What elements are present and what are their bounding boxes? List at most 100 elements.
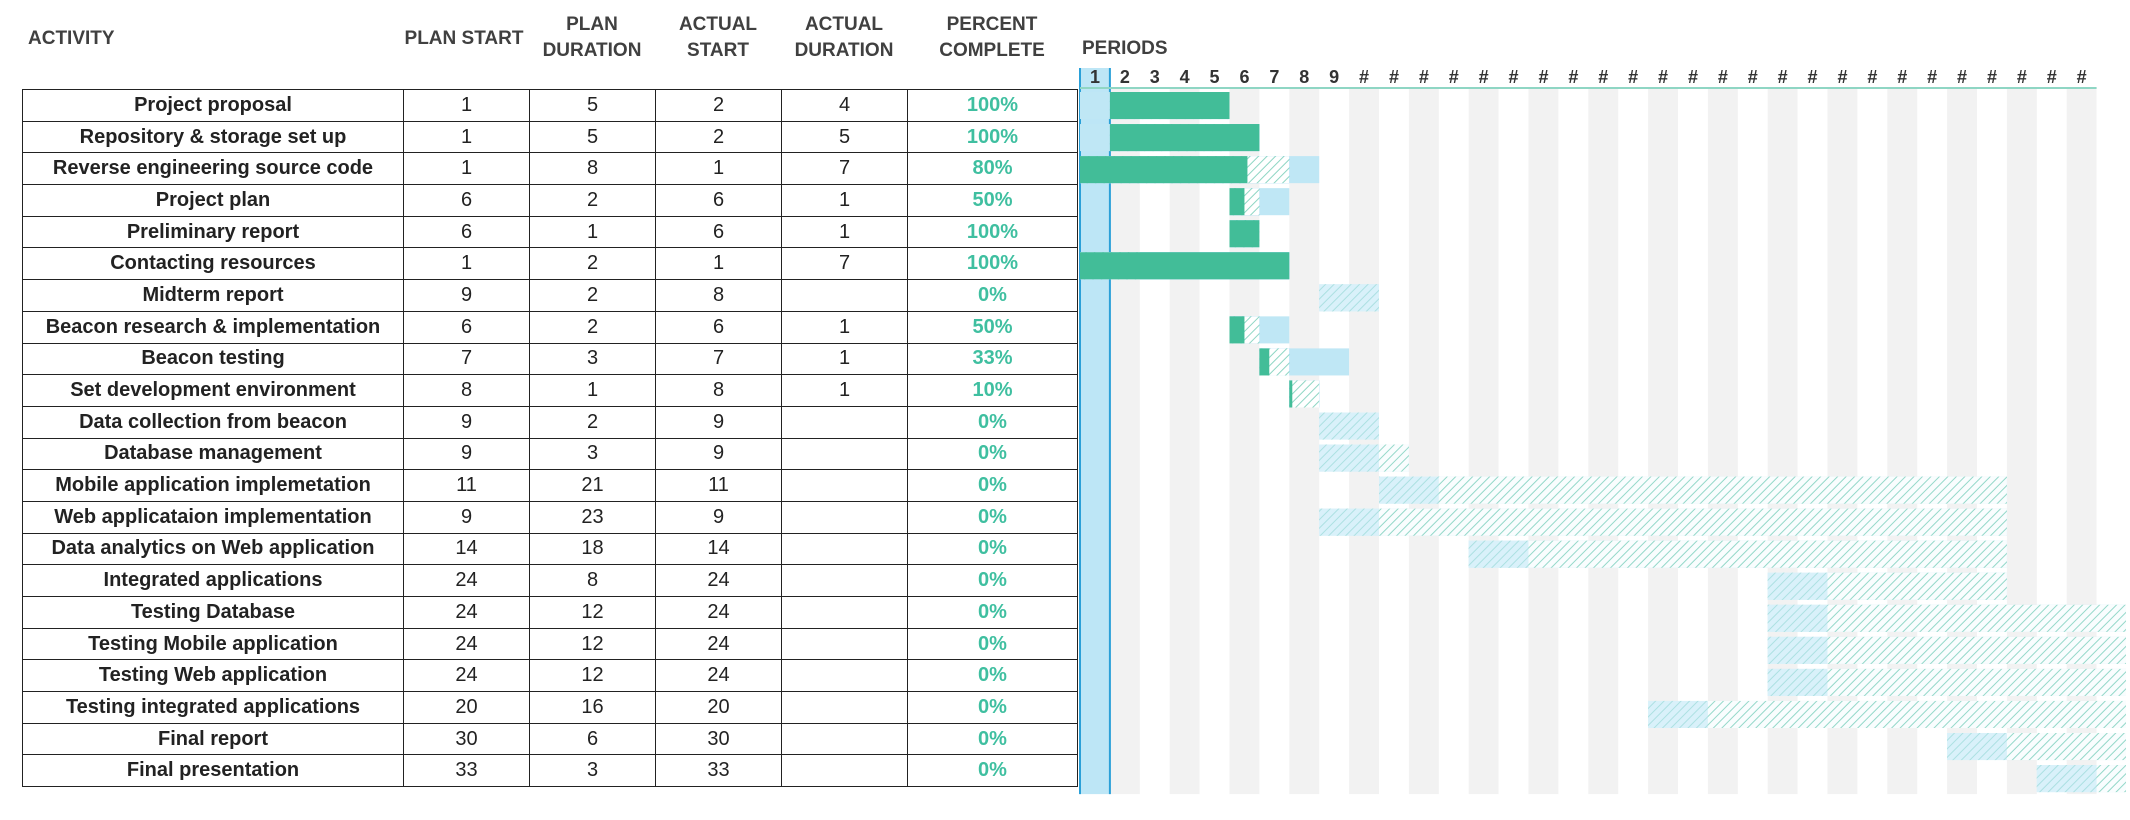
period-label: # (2017, 67, 2027, 87)
actual-start-cell: 8 (655, 374, 782, 407)
activity-cell: Testing Web application (22, 659, 404, 693)
period-label: 5 (1210, 67, 1220, 87)
activity-table-body: Project proposal 1 5 2 4 100% Repository & sto… (22, 89, 1078, 788)
header-plan-start: PLAN START (404, 28, 524, 49)
period-label: # (1509, 67, 1519, 87)
actual-duration-cell: 1 (781, 215, 908, 249)
plan-duration-cell: 3 (529, 437, 656, 471)
plan-start-cell: 24 (403, 596, 530, 629)
percent-complete-cell: 0% (907, 437, 1078, 471)
plan-duration-cell: 16 (529, 691, 656, 724)
plan-start-marker (1767, 668, 1828, 696)
period-label: 6 (1239, 67, 1249, 87)
percent-complete-bar (1080, 156, 1248, 184)
plan-start-cell: 1 (403, 152, 530, 186)
percent-complete-cell: 33% (907, 342, 1078, 376)
plan-start-cell: 1 (403, 247, 530, 281)
header-plan-duration: PLAN DURATION (542, 14, 642, 61)
period-label: 3 (1150, 67, 1160, 87)
percent-complete-cell: 0% (907, 500, 1078, 534)
period-label: 7 (1269, 67, 1279, 87)
activity-cell: Project plan (22, 184, 404, 217)
plan-duration-cell: 3 (529, 342, 656, 376)
plan-start-cell: 24 (403, 659, 530, 693)
period-label: # (1389, 67, 1399, 87)
percent-complete-bar (1289, 380, 1293, 408)
actual-duration-cell: 7 (781, 247, 908, 281)
actual-duration-cell (781, 437, 908, 471)
period-label: # (1748, 67, 1758, 87)
period-band (1408, 89, 1439, 795)
table-row: Project plan 6 2 6 1 50% (22, 184, 1078, 217)
actual-start-cell: 8 (655, 279, 782, 312)
plan-start-marker (1319, 444, 1379, 472)
percent-complete-cell: 0% (907, 596, 1078, 629)
actual-start-cell: 9 (655, 405, 782, 439)
plan-duration-cell: 18 (529, 532, 656, 566)
activity-cell: Final report (22, 722, 404, 756)
plan-start-cell: 30 (403, 722, 530, 756)
activity-cell: Data collection from beacon (22, 405, 404, 439)
period-band (1648, 89, 1678, 795)
table-row: Data analytics on Web application 14 18 14 0… (22, 532, 1078, 566)
activity-cell: Testing Database (22, 596, 404, 629)
plan-start-cell: 9 (403, 279, 530, 312)
activity-cell: Testing integrated applications (22, 691, 404, 724)
activity-cell: Web applicataion implementation (22, 500, 404, 534)
actual-start-cell: 11 (655, 469, 782, 502)
period-highlight (1080, 68, 1110, 795)
plan-start-marker (1468, 540, 1529, 568)
period-label: # (1359, 67, 1369, 87)
period-label: # (1778, 67, 1788, 87)
period-label: # (1837, 67, 1847, 87)
actual-start-cell: 6 (655, 184, 782, 217)
plan-duration-cell: 3 (529, 754, 656, 788)
actual-start-cell: 2 (655, 89, 782, 122)
percent-complete-bar (1259, 348, 1270, 376)
plan-start-cell: 14 (403, 532, 530, 566)
table-row: Data collection from beacon 9 2 9 0% (22, 405, 1078, 439)
percent-complete-cell: 0% (907, 532, 1078, 566)
plan-duration-cell: 1 (529, 215, 656, 249)
plan-duration-cell: 1 (529, 374, 656, 407)
actual-bar (1289, 380, 1320, 408)
actual-start-cell: 33 (655, 754, 782, 788)
actual-bar (1379, 476, 2007, 504)
table-row: Testing Web application 24 12 24 0% (22, 659, 1078, 693)
period-label: # (1538, 67, 1548, 87)
plan-duration-cell: 12 (529, 596, 656, 629)
percent-complete-cell: 100% (907, 120, 1078, 154)
plan-start-cell: 1 (403, 120, 530, 154)
period-label: 9 (1329, 67, 1339, 87)
period-band (1349, 89, 1379, 795)
plan-duration-cell: 21 (529, 469, 656, 502)
actual-duration-cell (781, 405, 908, 439)
plan-duration-cell: 2 (529, 184, 656, 217)
activity-cell: Repository & storage set up (22, 120, 404, 154)
header-periods: PERIODS (1082, 38, 1168, 59)
plan-start-marker (1767, 604, 1828, 632)
actual-bar (1468, 540, 2007, 568)
percent-complete-cell: 0% (907, 405, 1078, 439)
percent-complete-cell: 50% (907, 310, 1078, 344)
actual-bar (1648, 700, 2126, 728)
period-label: # (1987, 67, 1997, 87)
actual-start-cell: 30 (655, 722, 782, 756)
plan-start-marker (1319, 508, 1379, 536)
header-actual-start: ACTUAL START (678, 14, 758, 61)
actual-duration-cell: 7 (781, 152, 908, 186)
plan-start-marker (1319, 284, 1379, 312)
actual-start-cell: 7 (655, 342, 782, 376)
plan-start-cell: 7 (403, 342, 530, 376)
actual-duration-cell (781, 469, 908, 502)
actual-duration-cell (781, 754, 908, 788)
actual-duration-cell: 5 (781, 120, 908, 154)
actual-duration-cell (781, 500, 908, 534)
activity-cell: Project proposal (22, 89, 404, 122)
percent-complete-cell: 100% (907, 215, 1078, 249)
percent-complete-bar (1229, 316, 1245, 344)
plan-start-cell: 11 (403, 469, 530, 502)
period-label: # (1449, 67, 1459, 87)
table-row: Midterm report 9 2 8 0% (22, 279, 1078, 312)
